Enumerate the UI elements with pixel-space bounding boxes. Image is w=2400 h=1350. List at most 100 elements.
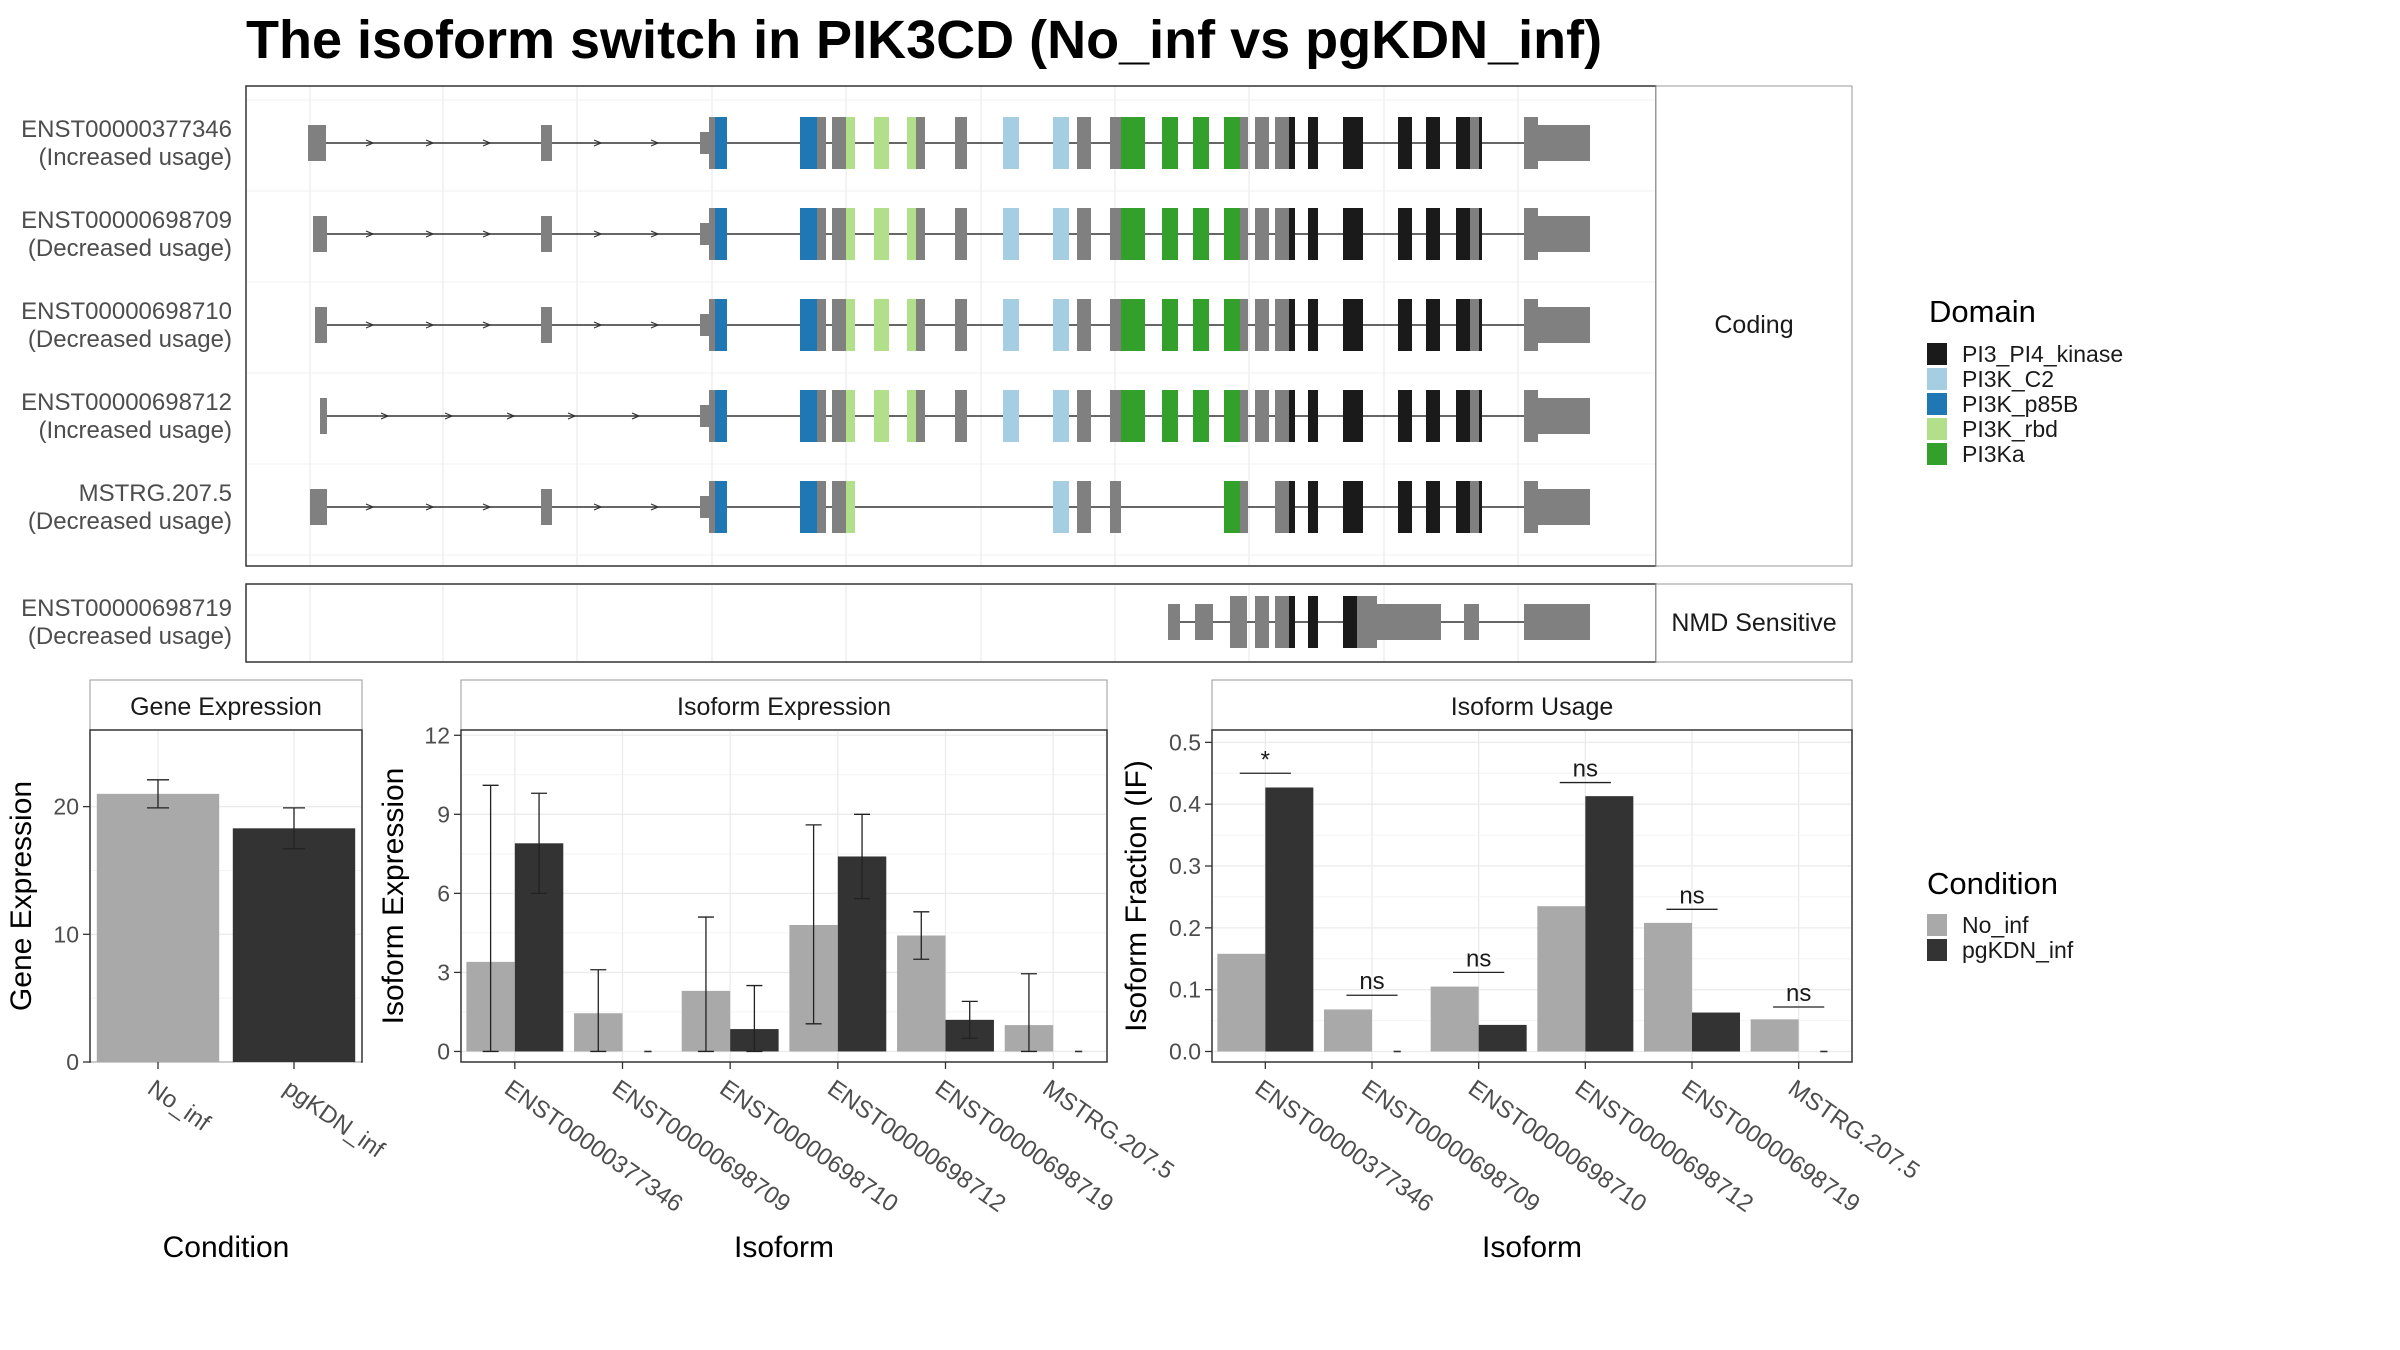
y-axis-title: Gene Expression (5, 781, 38, 1011)
exon (916, 117, 925, 169)
exon (1289, 208, 1295, 260)
exon (1308, 299, 1318, 351)
exon (1343, 117, 1363, 169)
y-tick-label: 0.5 (1169, 729, 1201, 755)
exon (1077, 117, 1091, 169)
exon (1524, 299, 1538, 351)
domain-legend-swatch (1927, 343, 1947, 365)
exon (817, 208, 826, 260)
exon (1224, 299, 1240, 351)
exon (817, 299, 826, 351)
exon (874, 299, 889, 351)
y-tick-label: 0.0 (1169, 1038, 1201, 1064)
exon (1077, 481, 1091, 533)
exon (1053, 481, 1069, 533)
exon (832, 299, 846, 351)
bar (1644, 922, 1692, 1052)
condition-legend-title: Condition (1927, 866, 2058, 901)
strand-arrow (593, 321, 603, 329)
y-tick-label: 0.1 (1169, 977, 1201, 1003)
exon (916, 299, 925, 351)
coding-strip (1655, 85, 1853, 567)
exon (817, 390, 826, 442)
bar (1265, 787, 1314, 1052)
condition-legend-swatch (1927, 914, 1947, 936)
exon (1308, 481, 1318, 533)
exon (541, 125, 552, 161)
exon (1275, 481, 1289, 533)
strand-arrow (365, 139, 375, 147)
exon (1240, 481, 1248, 533)
condition-legend-swatch (1927, 939, 1947, 961)
facet-strip (460, 679, 1108, 731)
error-bar (482, 784, 499, 1053)
exon (800, 208, 817, 260)
error-bar (805, 824, 822, 1025)
exon (1110, 299, 1121, 351)
exon (1426, 481, 1440, 533)
strand-arrow (444, 412, 454, 420)
exon (1308, 596, 1318, 648)
exon (955, 299, 967, 351)
x-tick-label: ENST00000698719 (1677, 1075, 1865, 1218)
exon (1398, 481, 1412, 533)
error-bar (590, 969, 607, 1053)
exon (1121, 390, 1129, 442)
exon (907, 390, 916, 442)
exon (846, 208, 855, 260)
significance-label: ns (1466, 945, 1491, 972)
coding-strip-label: Coding (1714, 311, 1793, 339)
exon (1193, 390, 1209, 442)
isoform-expression-chart: Isoform Expression036912ENST00000377346E… (377, 679, 1179, 1264)
exon (1129, 117, 1145, 169)
x-tick-label: ENST00000698709 (607, 1075, 795, 1218)
exon (709, 390, 716, 442)
exon (1110, 390, 1121, 442)
coding-panel-frame (245, 85, 1657, 567)
gene-expression-chart: Gene Expression 0 10 20 No_inf pgKDN_inf Condi… (5, 679, 389, 1264)
y-tick-label: 12 (424, 722, 450, 748)
exon (846, 390, 855, 442)
exon (1343, 208, 1363, 260)
domain-legend-swatch (1927, 418, 1947, 440)
bar (232, 828, 356, 1062)
exon (1308, 390, 1318, 442)
exon (1255, 390, 1269, 442)
chart-title: Isoform Usage (1451, 693, 1614, 721)
error-bar (913, 911, 930, 960)
significance-label: ns (1359, 968, 1384, 995)
transcript-id-label: MSTRG.207.5 (79, 480, 232, 507)
exon (1193, 299, 1209, 351)
exon (1275, 117, 1289, 169)
significance-label: * (1261, 746, 1270, 773)
exon (709, 208, 716, 260)
transcript-usage-label: (Increased usage) (39, 144, 232, 171)
exon (1464, 604, 1479, 640)
condition-legend-label: pgKDN_inf (1962, 937, 2074, 963)
strand-arrow (365, 230, 375, 238)
domain-legend: Domain PI3_PI4_kinasePI3K_C2PI3K_p85BPI3… (1927, 294, 2123, 467)
exon (1308, 208, 1318, 260)
exon (1289, 299, 1295, 351)
transcript-id-label: ENST00000698709 (21, 207, 232, 234)
exon (832, 481, 846, 533)
exon (1255, 596, 1269, 648)
strand-arrow (425, 230, 435, 238)
exon (1524, 208, 1538, 260)
isoform-usage-chart: Isoform Usage 0.0 0.1 0.2 0.3 0.4 0.5 ENST00000… (1120, 679, 1924, 1264)
y-tick-label: 0 (66, 1049, 79, 1075)
exon (1308, 117, 1318, 169)
strand-arrow (650, 503, 660, 511)
transcript-usage-label: (Decreased usage) (28, 623, 232, 650)
error-bar (961, 1000, 978, 1039)
strand-arrow (425, 503, 435, 511)
exon (715, 117, 727, 169)
x-tick-label: ENST00000698712 (1570, 1075, 1758, 1218)
exon (1289, 596, 1295, 648)
facet-strip (1211, 679, 1853, 731)
exon (1398, 208, 1412, 260)
strand-arrow (593, 230, 603, 238)
exon (1240, 117, 1248, 169)
exon (1275, 596, 1289, 648)
exon (955, 390, 967, 442)
